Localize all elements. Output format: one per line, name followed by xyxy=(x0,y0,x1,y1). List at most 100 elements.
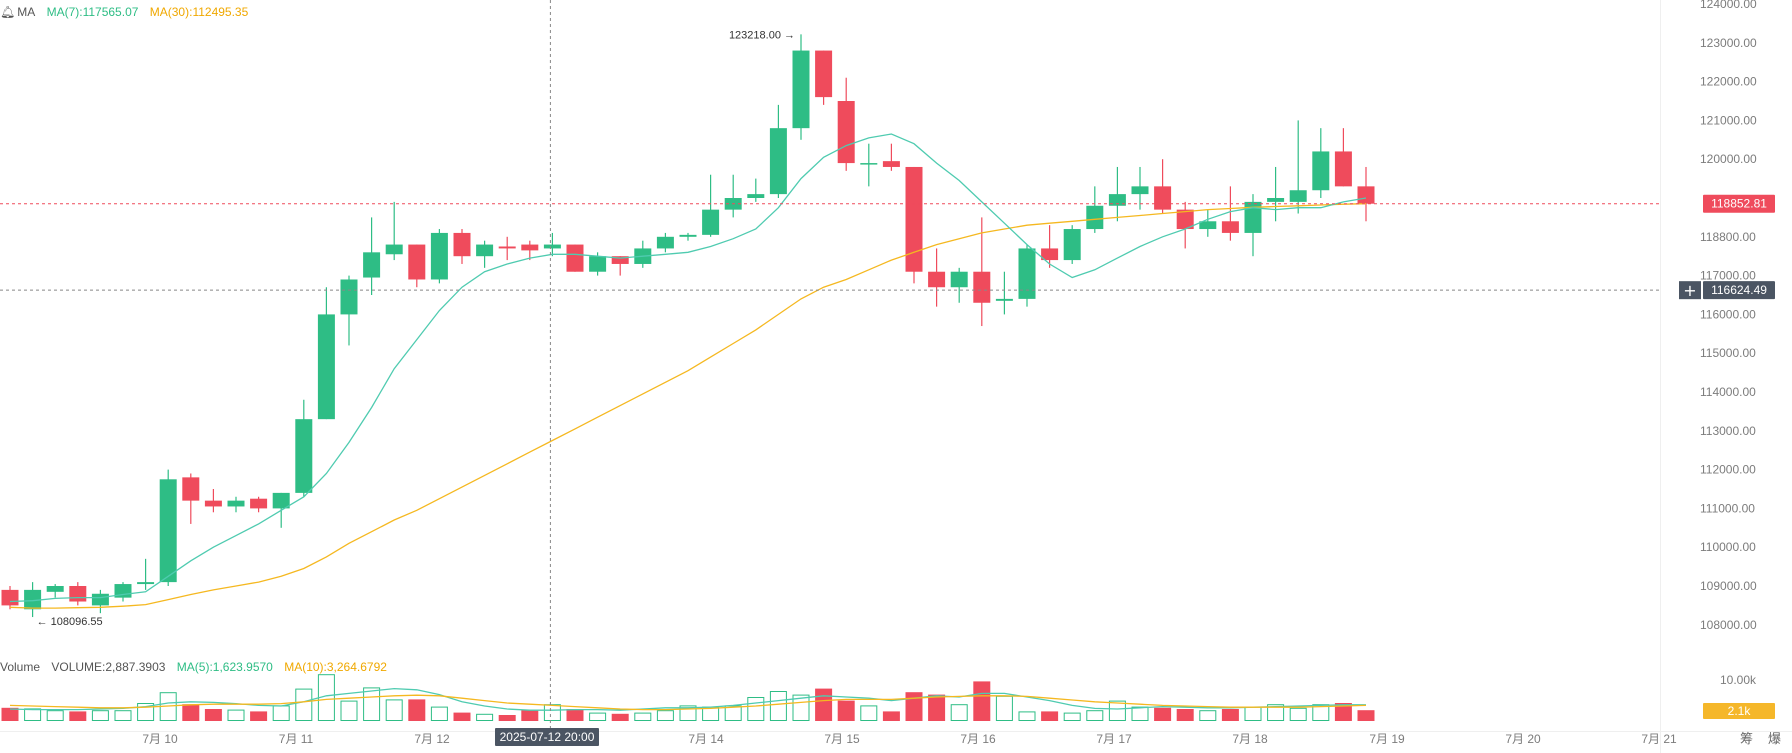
candle-body xyxy=(137,582,155,585)
candle-body xyxy=(69,586,87,602)
last-price-badge: 118852.81 xyxy=(1711,197,1767,211)
time-tick-label: 7月 15 xyxy=(824,732,860,746)
time-tick-label: 7月 21 xyxy=(1641,732,1677,746)
price-tick-label: 111000.00 xyxy=(1700,501,1755,515)
alert-bell-icon[interactable]: 🔔︎ xyxy=(0,5,16,19)
candle-body xyxy=(476,244,494,257)
candle-body xyxy=(272,492,290,509)
low-marker: ← 108096.55 xyxy=(37,616,103,628)
volume-ma5: MA(5):1,623.9570 xyxy=(176,660,273,674)
candle-body xyxy=(295,419,313,493)
candle-body xyxy=(1289,190,1307,202)
last-price-badge-bg xyxy=(1703,194,1775,213)
volume-bar xyxy=(792,694,810,721)
price-tick-label: 110000.00 xyxy=(1700,540,1756,554)
volume-value: VOLUME:2,887.3903 xyxy=(51,660,166,674)
volume-bar xyxy=(566,709,584,721)
candle-body xyxy=(46,586,64,592)
volume-bar xyxy=(476,713,494,721)
candle-body xyxy=(1131,186,1149,195)
volume-ma10-line xyxy=(9,694,1367,711)
volume-bar xyxy=(69,711,87,721)
volume-bar xyxy=(1063,712,1081,721)
candle-body xyxy=(950,271,968,288)
volume-bar xyxy=(453,712,471,721)
volume-bar xyxy=(250,711,268,721)
candle-body xyxy=(769,128,787,195)
volume-bar xyxy=(1312,704,1330,722)
candle-body xyxy=(792,50,810,129)
volume-bar xyxy=(408,699,426,721)
crosshair-time-badge: 2025-07-12 20:00 xyxy=(500,730,595,744)
volume-bar xyxy=(295,688,313,721)
time-tick-label: 7月 12 xyxy=(414,732,450,746)
volume-bar xyxy=(1221,709,1239,721)
price-tick-label: 113000.00 xyxy=(1700,424,1756,438)
volume-bar xyxy=(882,711,900,721)
liquidation-button[interactable]: 爆 xyxy=(1768,732,1781,747)
volume-ma5-line xyxy=(9,687,1366,711)
volume-bar xyxy=(815,688,833,721)
add-alert-icon[interactable]: + xyxy=(1683,281,1696,300)
price-tick-label: 123000.00 xyxy=(1700,36,1757,50)
volume-bar xyxy=(1041,711,1059,721)
volume-bar xyxy=(521,710,539,721)
candle-body xyxy=(1108,194,1126,206)
candle-body xyxy=(453,232,471,257)
volume-bar xyxy=(272,705,290,722)
candle-body xyxy=(227,500,245,507)
ma7-line xyxy=(9,133,1367,603)
axes: 124000.00 123000.00 122000.00 121000.00 1200… xyxy=(142,0,1781,747)
price-tick-label: 120000.00 xyxy=(1700,152,1757,166)
high-marker: 123218.00 → xyxy=(729,29,795,41)
ma30-line xyxy=(9,203,1367,609)
volume-bar xyxy=(950,704,968,722)
volume-bar xyxy=(679,705,697,722)
candle-body xyxy=(1018,248,1036,299)
candle-body xyxy=(1086,205,1104,230)
candle-body xyxy=(905,166,923,272)
time-tick-label: 7月 14 xyxy=(688,732,724,746)
volume-bar xyxy=(747,697,765,721)
candle-body xyxy=(430,232,448,280)
candle-body xyxy=(860,163,878,165)
candle-body xyxy=(91,593,109,606)
volume-bar xyxy=(634,712,652,721)
price-tick-label: 118800.00 xyxy=(1700,230,1756,244)
volume-bar xyxy=(1357,710,1375,721)
candle-body xyxy=(1176,209,1194,230)
candle-body xyxy=(1,589,19,606)
crosshair-time-badge-bg xyxy=(495,728,599,746)
chips-button[interactable]: 筹 xyxy=(1740,731,1753,747)
volume-ma10: MA(10):3,264.6792 xyxy=(284,660,387,674)
volume-tick-label: 10.00k xyxy=(1720,673,1757,687)
volume-bar xyxy=(137,703,155,721)
candle-body xyxy=(815,50,833,98)
volume-bar xyxy=(1244,706,1262,721)
volume-bar xyxy=(837,700,855,721)
volume-bar xyxy=(204,709,222,721)
volume-bar xyxy=(1199,710,1217,722)
candle-body xyxy=(385,244,403,255)
candle-body xyxy=(24,589,42,610)
candle-body xyxy=(837,101,855,164)
candle-body xyxy=(408,244,426,280)
candle-body xyxy=(498,246,516,249)
time-tick-label: 7月 10 xyxy=(142,732,178,746)
candle-body xyxy=(656,236,674,249)
volume-bar xyxy=(340,700,358,721)
candle-body xyxy=(182,477,200,501)
ma30-value: MA(30):112495.35 xyxy=(149,5,249,19)
ma7-value: MA(7):117565.07 xyxy=(46,5,139,19)
volume-bar xyxy=(1289,707,1307,721)
volume-bar xyxy=(1334,703,1352,721)
candle-body xyxy=(1267,198,1285,202)
time-tick-label: 7月 19 xyxy=(1369,732,1405,746)
candle-body xyxy=(1199,221,1217,230)
candle-body xyxy=(973,271,991,303)
candle-body xyxy=(340,279,358,315)
volume-bar xyxy=(589,712,607,721)
price-tick-label: 114000.00 xyxy=(1700,385,1756,399)
candle-body xyxy=(747,194,765,198)
